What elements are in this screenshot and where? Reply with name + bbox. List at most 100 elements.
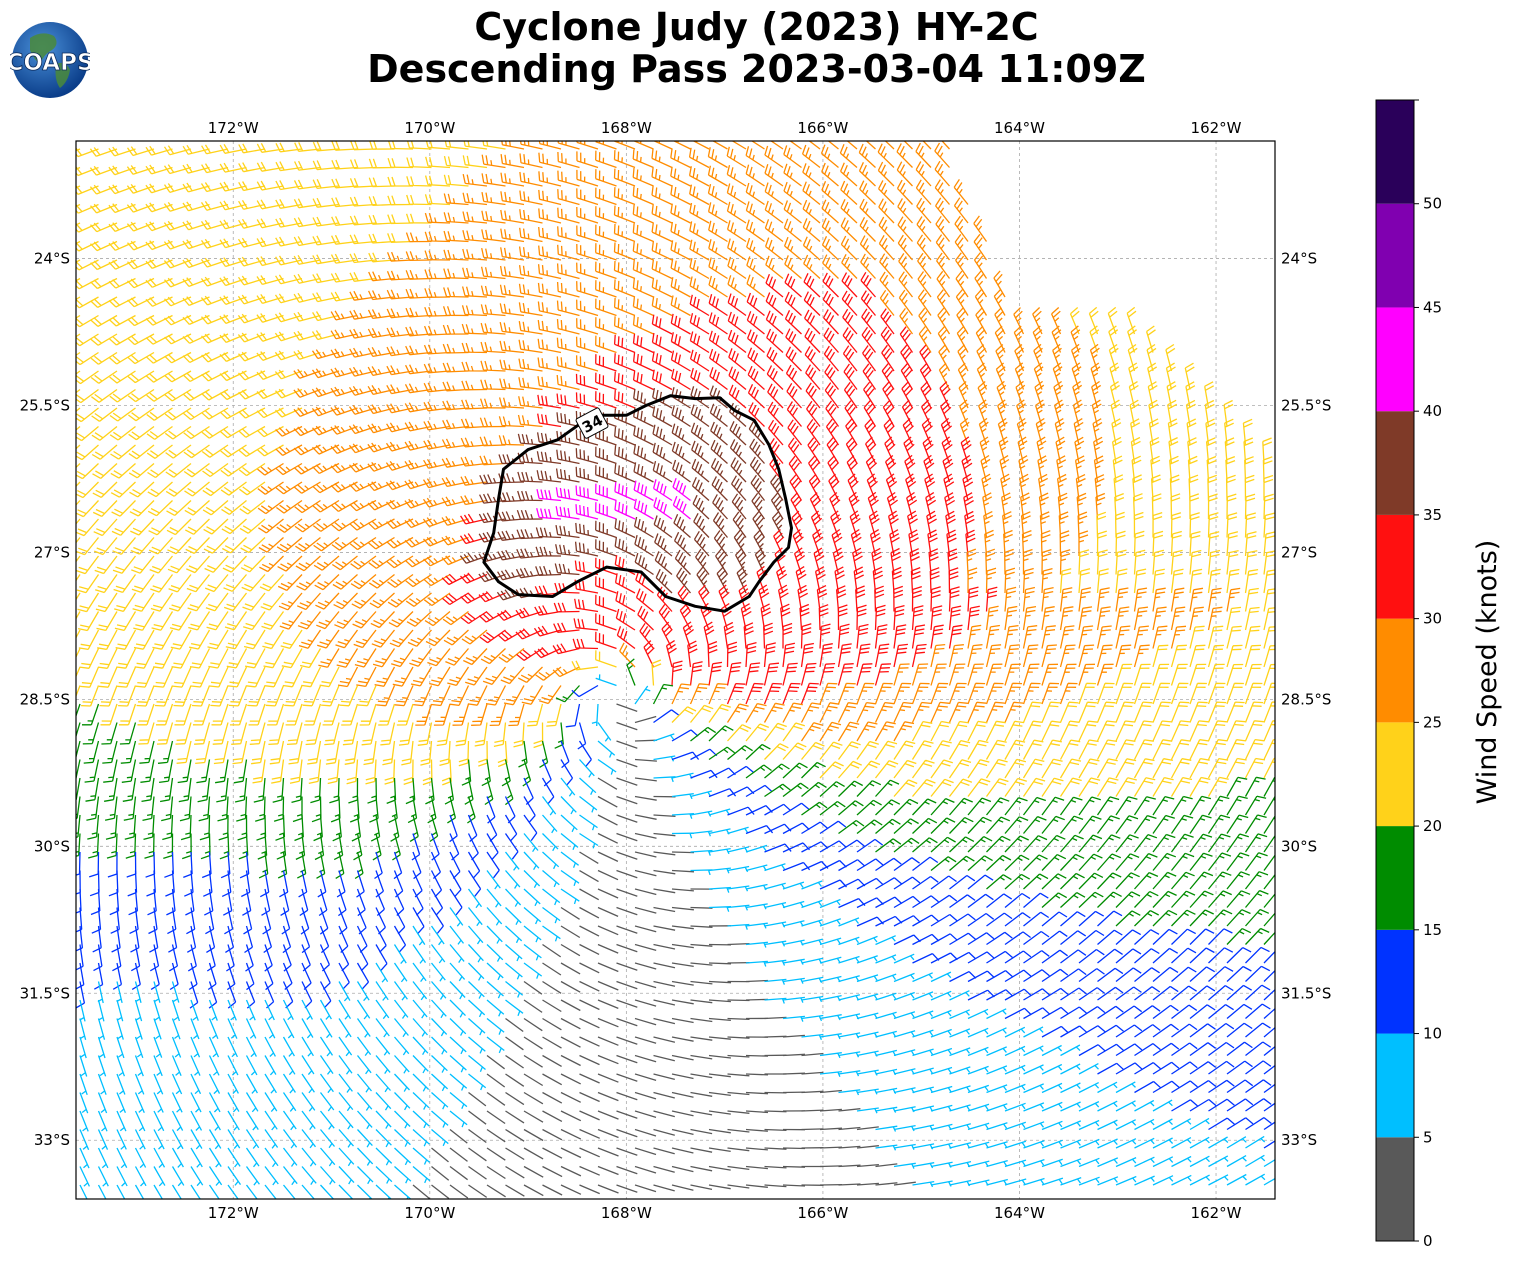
wind-barb [665, 640, 677, 668]
wind-barb [225, 629, 248, 650]
wind-barb [1097, 986, 1124, 1001]
wind-barb [613, 316, 636, 335]
wind-barb [838, 1126, 861, 1131]
wind-barb [658, 604, 673, 631]
wind-barb [216, 777, 229, 803]
wind-barb [182, 201, 210, 212]
wind-barb [128, 425, 155, 441]
wind-barb [557, 244, 580, 261]
wind-barb [123, 796, 137, 821]
wind-barb [195, 740, 211, 765]
wind-barb [103, 759, 118, 783]
wind-barb [202, 462, 229, 478]
lat-axis-right: 24°S25.5°S27°S28.5°S30°S31.5°S33°S [1281, 250, 1331, 1150]
wind-barb [875, 779, 900, 797]
wind-barb [523, 943, 542, 961]
wind-barb [1096, 549, 1108, 575]
wind-barb [595, 372, 617, 391]
wind-barb [208, 981, 218, 1009]
wind-barb [1060, 853, 1085, 871]
wind-barb [930, 1028, 952, 1038]
wind-barb [595, 594, 617, 613]
wind-barb [800, 722, 823, 742]
wind-barb [967, 1103, 990, 1112]
wind-barb [386, 365, 414, 376]
wind-barb [330, 499, 358, 512]
wind-barb [319, 999, 332, 1020]
wind-barb [460, 456, 488, 467]
wind-barb [537, 357, 562, 372]
wind-barb [764, 1128, 787, 1132]
wind-barb [412, 1073, 430, 1092]
wind-barb [145, 240, 173, 251]
wind-barb [256, 161, 284, 172]
wind-barb [183, 462, 210, 478]
wind-barb [523, 888, 541, 907]
wind-barb [614, 482, 636, 502]
wind-barb [76, 277, 81, 282]
wind-barb [961, 454, 973, 483]
wind-barb [940, 399, 952, 427]
wind-barb [1226, 1060, 1253, 1075]
wind-barb [134, 1129, 146, 1150]
wind-barb [523, 1184, 544, 1197]
wind-barb [672, 459, 691, 483]
wind-barb [930, 971, 952, 983]
wind-barb [200, 276, 229, 287]
wind-barb [688, 147, 710, 169]
wind-barb [386, 308, 414, 319]
wind-barb [1133, 530, 1145, 557]
wind-barb [1000, 473, 1011, 501]
wind-barb [632, 223, 654, 243]
wind-barb [1165, 362, 1176, 390]
wind-barb [745, 1091, 769, 1095]
wind-barb [822, 272, 839, 298]
wind-barb [808, 455, 821, 483]
wind-barb [1078, 530, 1089, 556]
wind-barb [171, 1147, 184, 1168]
wind-barb [745, 1165, 768, 1170]
wind-barb [560, 851, 579, 868]
wind-barb [520, 141, 543, 150]
wind-barb [1226, 1173, 1247, 1186]
wind-barb [1245, 1098, 1272, 1112]
wind-barb [1115, 891, 1141, 908]
wind-barb [967, 1084, 990, 1094]
wind-barb [967, 663, 984, 686]
colorbar-tick-label: 10 [1423, 1025, 1442, 1043]
wind-barb [1022, 625, 1038, 649]
wind-barb [498, 416, 525, 428]
wind-barb [745, 182, 765, 206]
wind-barb [76, 426, 99, 442]
wind-barb [449, 962, 466, 982]
wind-barb [128, 407, 155, 422]
wind-barb [1207, 587, 1222, 612]
wind-barb [1245, 1135, 1266, 1149]
wind-barb [1189, 493, 1200, 520]
wind-barb [782, 1165, 806, 1168]
wind-barb [897, 234, 913, 261]
wind-barb [729, 421, 747, 446]
wind-barb [597, 962, 619, 973]
wind-barb [616, 906, 638, 916]
wind-barb [727, 745, 753, 761]
wind-barb [690, 1091, 713, 1097]
wind-barb [1097, 1119, 1118, 1131]
wind-barb [204, 888, 214, 916]
wind-barb [764, 237, 784, 261]
wind-barb [312, 292, 340, 303]
wind-barb [986, 1141, 1008, 1149]
wind-barb [893, 857, 920, 872]
wind-barb [293, 273, 321, 284]
wind-barb [356, 666, 377, 688]
wind-barb [1263, 873, 1275, 890]
wind-barb [109, 425, 136, 441]
wind-barb [632, 370, 654, 391]
wind-barb [937, 307, 951, 335]
wind-barb [893, 876, 921, 890]
wind-barb [462, 230, 488, 243]
wind-barb [108, 165, 136, 176]
wind-barb [1078, 968, 1105, 983]
wind-barb [153, 981, 161, 1003]
wind-barb [422, 478, 451, 489]
